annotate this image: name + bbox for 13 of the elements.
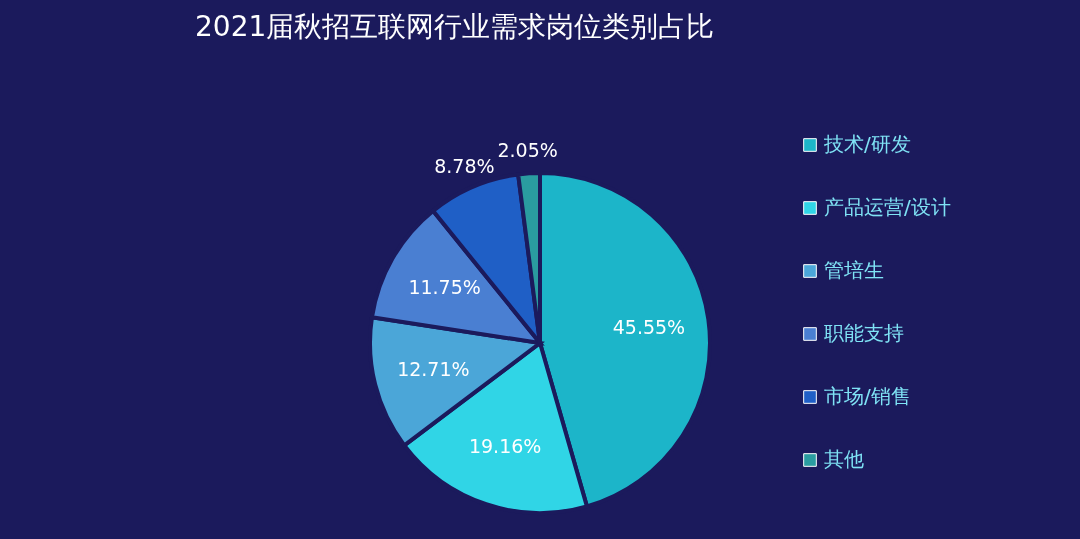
data-label: 19.16% (468, 435, 542, 458)
legend-label: 产品运营/设计 (824, 195, 951, 219)
chart-title: 2021届秋招互联网行业需求岗位类别占比 (195, 10, 715, 43)
data-label: 11.75% (408, 276, 481, 299)
data-label: 45.55% (612, 315, 686, 338)
legend-label: 技术/研发 (823, 132, 911, 156)
data-label: 2.05% (497, 139, 558, 162)
legend-label: 市场/销售 (824, 384, 911, 408)
legend-label: 职能支持 (824, 321, 904, 345)
data-label: 12.71% (397, 357, 470, 380)
legend-label: 其他 (824, 447, 864, 471)
legend-label: 管培生 (824, 258, 884, 282)
data-label: 8.78% (434, 154, 495, 177)
